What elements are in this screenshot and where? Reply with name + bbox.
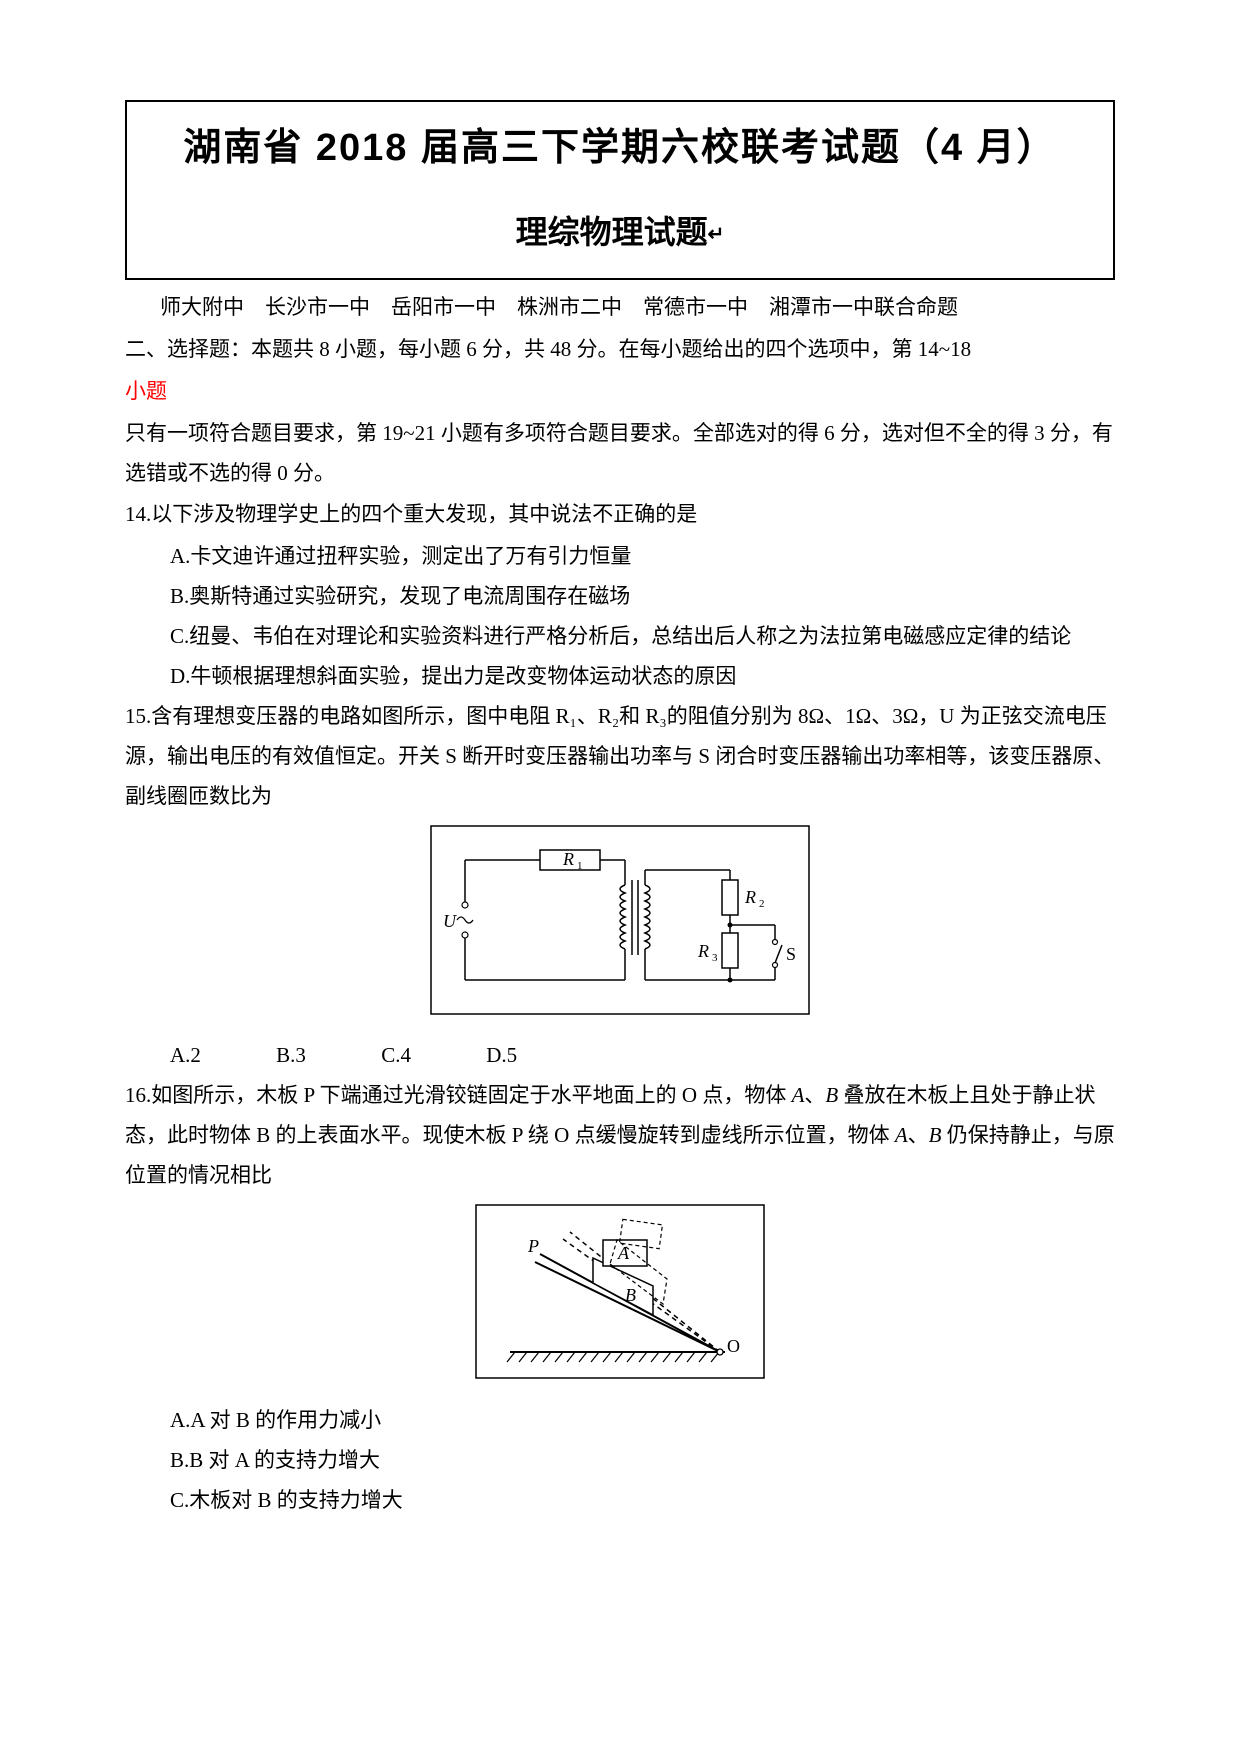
q14-opt-c-1: C.纽曼、韦伯在对理论和实验资料进行严格分析后，总结出后人称之为法拉第电磁感应定… bbox=[125, 617, 1115, 657]
svg-text:U: U bbox=[443, 911, 457, 931]
svg-text:O: O bbox=[727, 1336, 740, 1356]
q16-stem-p4: 、 bbox=[908, 1123, 929, 1147]
svg-text:3: 3 bbox=[712, 952, 718, 964]
svg-text:R: R bbox=[744, 887, 756, 907]
svg-text:S: S bbox=[786, 944, 796, 964]
q15-opt-a: A.2 bbox=[170, 1036, 201, 1076]
svg-text:R: R bbox=[562, 849, 574, 869]
return-mark: ↵ bbox=[708, 224, 725, 246]
q15-opt-b: B.3 bbox=[276, 1036, 306, 1076]
q14-opt-a: A.卡文迪许通过扭秤实验，测定出了万有引力恒量 bbox=[125, 537, 1115, 577]
q15-figure: R1 U R2 R3 bbox=[125, 825, 1115, 1029]
svg-text:R: R bbox=[697, 941, 709, 961]
q16-opt-a: A.A 对 B 的作用力减小 bbox=[125, 1401, 1115, 1441]
q16-opt-c: C.木板对 B 的支持力增大 bbox=[125, 1481, 1115, 1521]
incline-board-icon: P A B O bbox=[475, 1204, 765, 1379]
svg-text:B: B bbox=[625, 1285, 636, 1305]
instruction-line1: 二、选择题：本题共 8 小题，每小题 6 分，共 48 分。在每小题给出的四个选… bbox=[125, 330, 1115, 370]
q16-italic-a1: A bbox=[792, 1083, 805, 1107]
q16-italic-b1: B bbox=[825, 1083, 838, 1107]
q15-options: A.2 B.3 C.4 D.5 bbox=[125, 1036, 1115, 1076]
sub-title: 理综物理试题↵ bbox=[147, 202, 1093, 263]
svg-text:2: 2 bbox=[759, 898, 765, 910]
q16-opt-b: B.B 对 A 的支持力增大 bbox=[125, 1441, 1115, 1481]
sub-title-text: 理综物理试题 bbox=[516, 214, 708, 250]
q14-stem: 14.以下涉及物理学史上的四个重大发现，其中说法不正确的是 bbox=[125, 495, 1115, 535]
svg-text:P: P bbox=[527, 1236, 539, 1256]
svg-text:A: A bbox=[617, 1243, 630, 1263]
q16-stem: 16.如图所示，木板 P 下端通过光滑铰链固定于水平地面上的 O 点，物体 A、… bbox=[125, 1076, 1115, 1196]
q14-opt-b: B.奥斯特通过实验研究，发现了电流周围存在磁场 bbox=[125, 577, 1115, 617]
instruction-line2: 小题 bbox=[125, 372, 1115, 412]
transformer-circuit-icon: R1 U R2 R3 bbox=[430, 825, 810, 1015]
svg-text:1: 1 bbox=[577, 860, 583, 872]
instruction-line3: 只有一项符合题目要求，第 19~21 小题有多项符合题目要求。全部选对的得 6 … bbox=[125, 414, 1115, 494]
q15-opt-d: D.5 bbox=[486, 1036, 517, 1076]
schools-line: 师大附中 长沙市一中 岳阳市一中 株洲市二中 常德市一中 湘潭市一中联合命题 bbox=[125, 288, 1115, 328]
q14-opt-d: D.牛顿根据理想斜面实验，提出力是改变物体运动状态的原因 bbox=[125, 657, 1115, 697]
q16-stem-p1: 16.如图所示，木板 P 下端通过光滑铰链固定于水平地面上的 O 点，物体 bbox=[125, 1083, 792, 1107]
q15-opt-c: C.4 bbox=[381, 1036, 411, 1076]
q15-stem: 15.含有理想变压器的电路如图所示，图中电阻 R₁、R₂和 R₃的阻值分别为 8… bbox=[125, 697, 1115, 817]
q16-italic-a2: A bbox=[895, 1123, 908, 1147]
q16-stem-p2: 、 bbox=[804, 1083, 825, 1107]
q14-opt-c-text: C.纽曼、韦伯在对理论和实验资料进行严格分析后，总结出后人称之为法拉第电磁感应定… bbox=[170, 624, 1071, 648]
main-title: 湖南省 2018 届高三下学期六校联考试题（4 月） bbox=[147, 112, 1093, 184]
title-box: 湖南省 2018 届高三下学期六校联考试题（4 月） 理综物理试题↵ bbox=[125, 100, 1115, 280]
q16-italic-b2: B bbox=[929, 1123, 942, 1147]
q16-figure: P A B O bbox=[125, 1204, 1115, 1393]
